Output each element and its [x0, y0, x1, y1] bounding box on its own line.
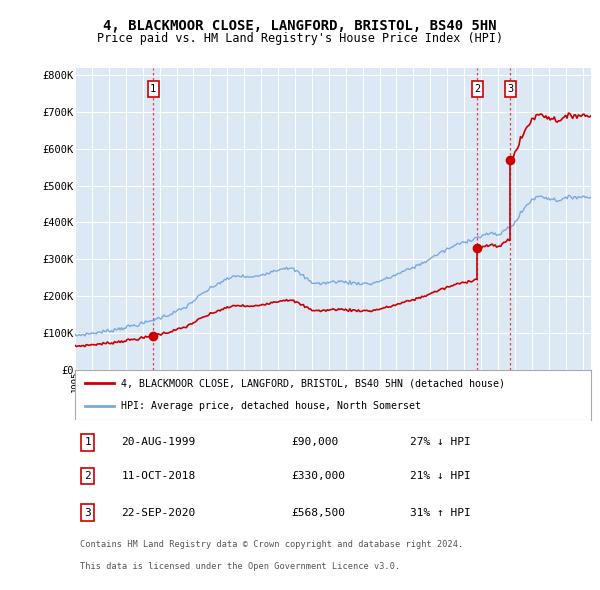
Text: £330,000: £330,000 [292, 471, 346, 481]
Text: 22-SEP-2020: 22-SEP-2020 [121, 507, 196, 517]
Text: 31% ↑ HPI: 31% ↑ HPI [410, 507, 471, 517]
Text: 4, BLACKMOOR CLOSE, LANGFORD, BRISTOL, BS40 5HN (detached house): 4, BLACKMOOR CLOSE, LANGFORD, BRISTOL, B… [121, 378, 505, 388]
Text: 20-AUG-1999: 20-AUG-1999 [121, 437, 196, 447]
Text: 27% ↓ HPI: 27% ↓ HPI [410, 437, 471, 447]
Text: Contains HM Land Registry data © Crown copyright and database right 2024.: Contains HM Land Registry data © Crown c… [80, 540, 463, 549]
Text: 11-OCT-2018: 11-OCT-2018 [121, 471, 196, 481]
Text: £568,500: £568,500 [292, 507, 346, 517]
Text: 3: 3 [507, 84, 514, 94]
Text: 3: 3 [85, 507, 91, 517]
Text: Price paid vs. HM Land Registry's House Price Index (HPI): Price paid vs. HM Land Registry's House … [97, 32, 503, 45]
Text: 1: 1 [150, 84, 157, 94]
Text: 2: 2 [474, 84, 481, 94]
Text: This data is licensed under the Open Government Licence v3.0.: This data is licensed under the Open Gov… [80, 562, 400, 571]
Text: 1: 1 [85, 437, 91, 447]
Text: 2: 2 [85, 471, 91, 481]
Text: HPI: Average price, detached house, North Somerset: HPI: Average price, detached house, Nort… [121, 401, 421, 411]
Text: 4, BLACKMOOR CLOSE, LANGFORD, BRISTOL, BS40 5HN: 4, BLACKMOOR CLOSE, LANGFORD, BRISTOL, B… [103, 19, 497, 33]
Text: 21% ↓ HPI: 21% ↓ HPI [410, 471, 471, 481]
Text: £90,000: £90,000 [292, 437, 339, 447]
